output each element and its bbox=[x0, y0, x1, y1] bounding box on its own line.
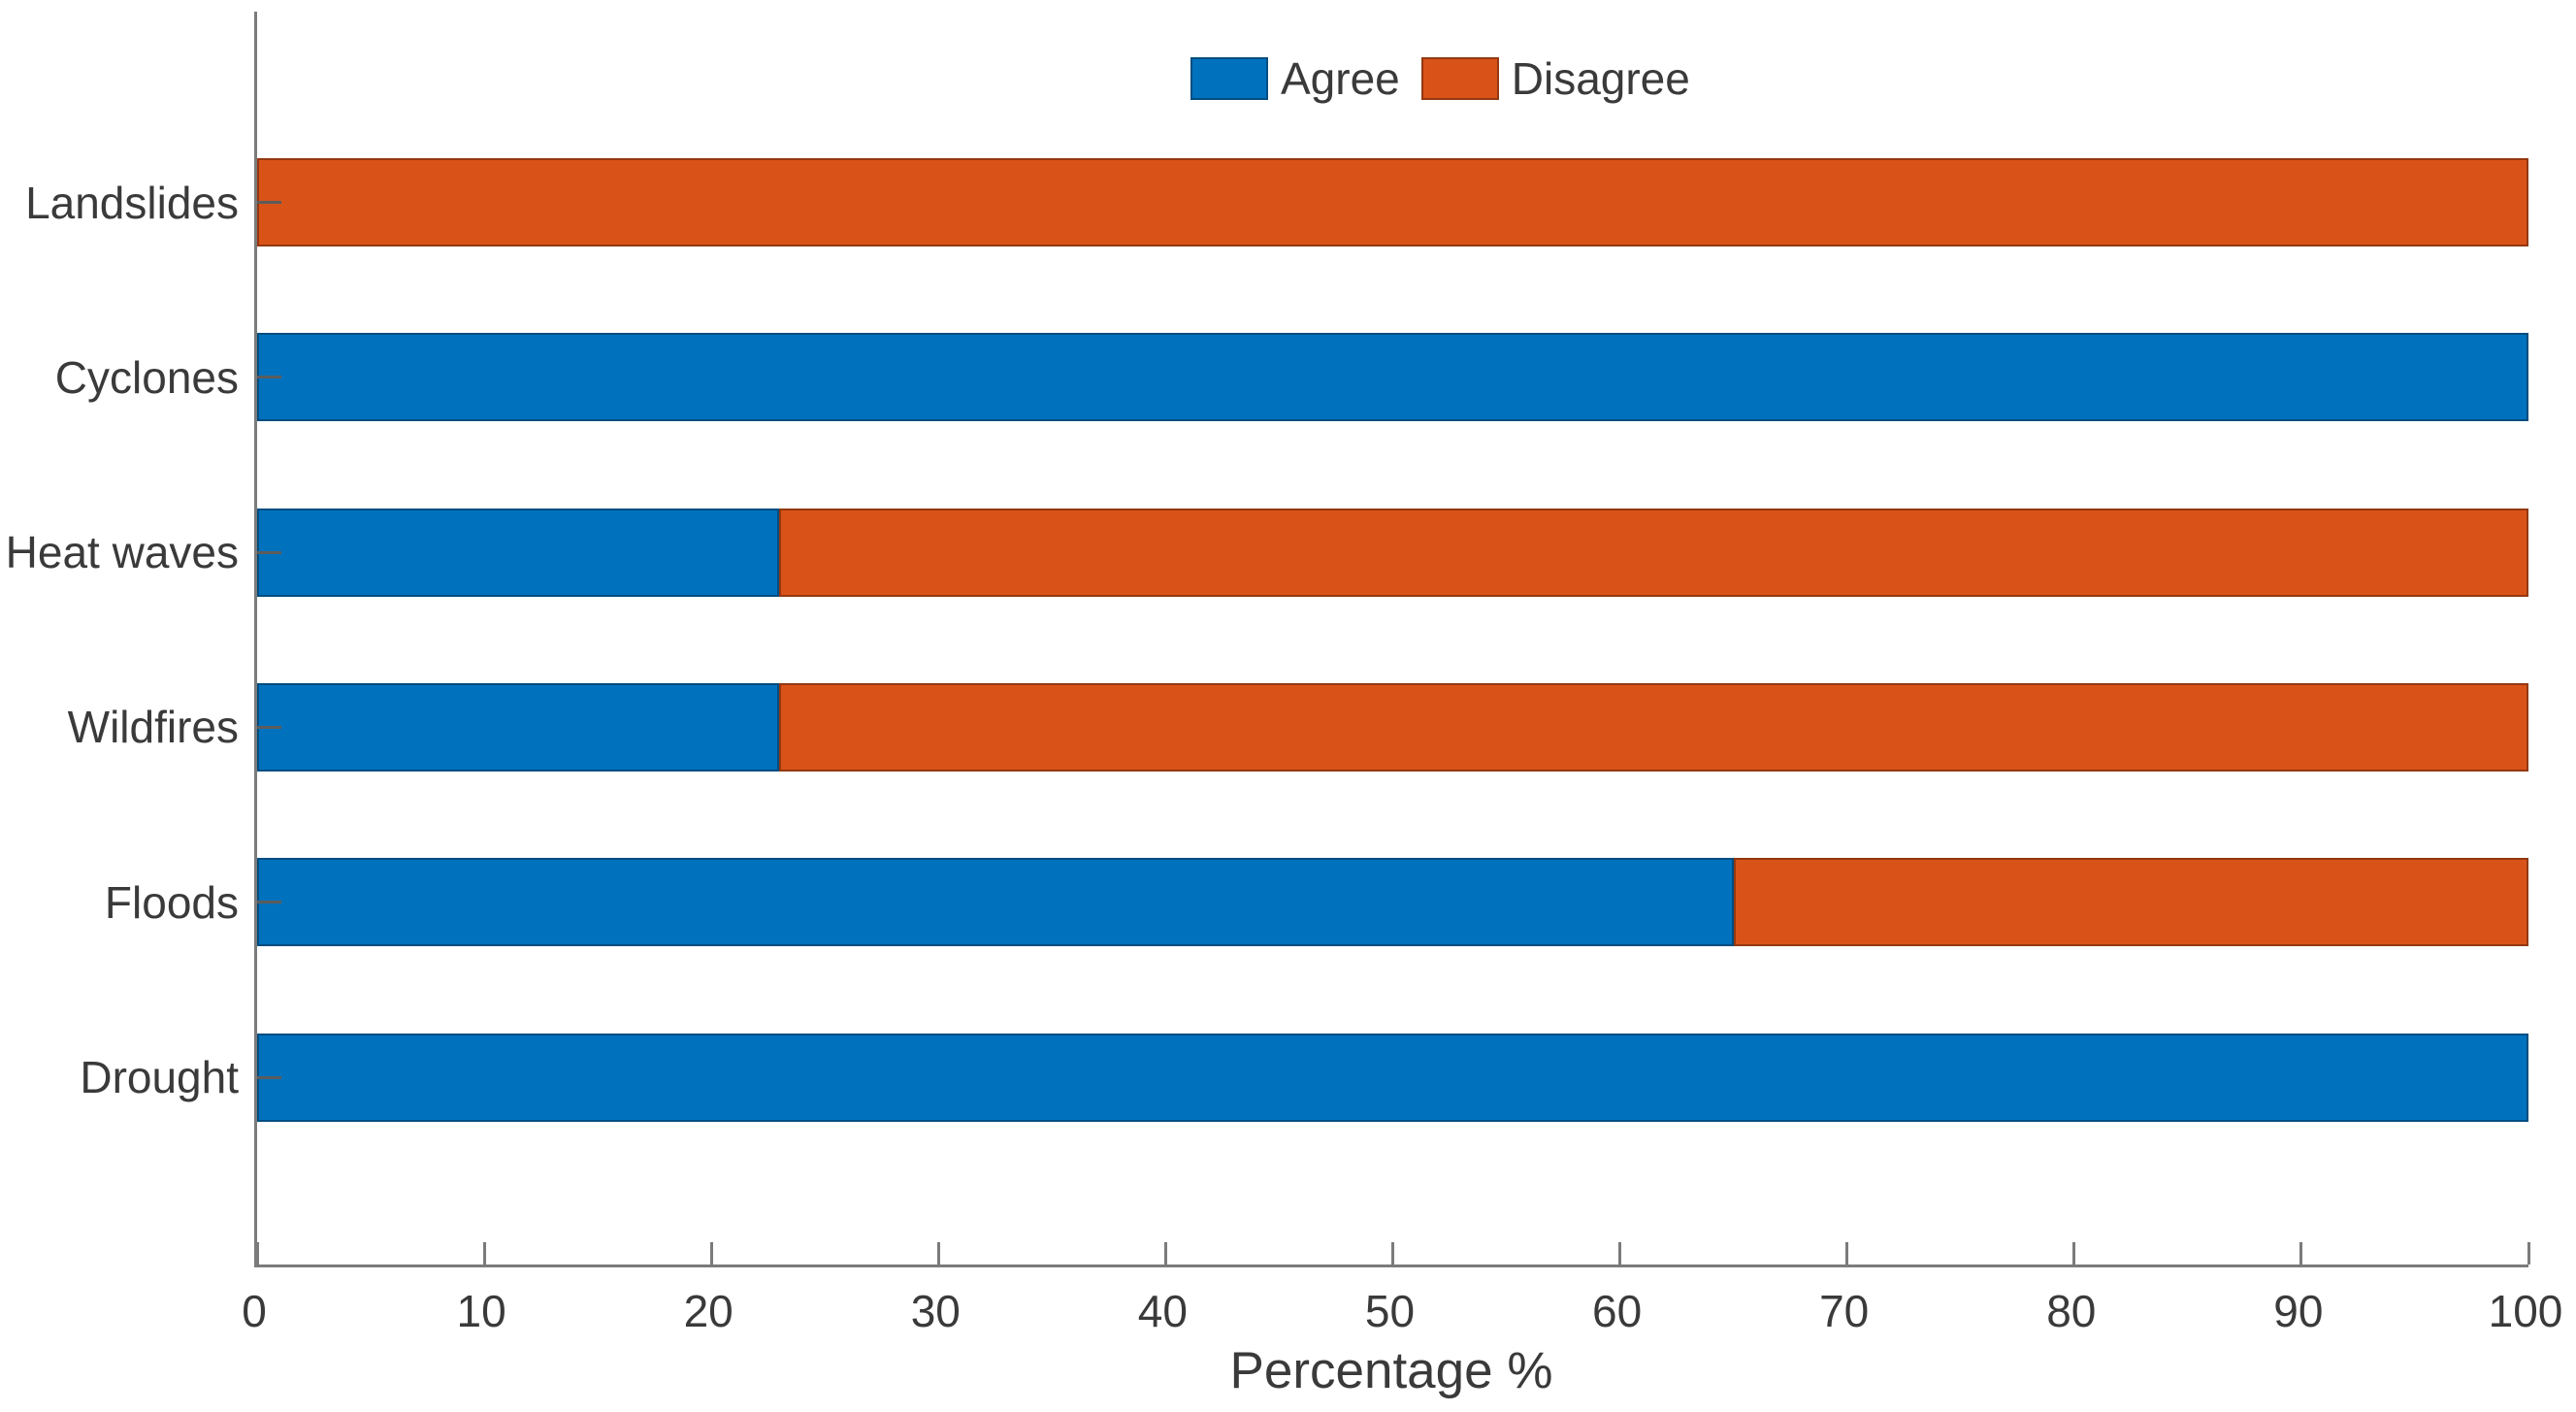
x-tick-label-100: 100 bbox=[2488, 1286, 2563, 1336]
x-tick-label-90: 90 bbox=[2273, 1286, 2324, 1336]
category-label-landslides: Landslides bbox=[25, 177, 239, 228]
category-label-floods: Floods bbox=[104, 876, 239, 928]
bar-segment-agree-cyclones bbox=[257, 333, 2528, 422]
x-tick-mark bbox=[1845, 1242, 1849, 1264]
x-tick-mark bbox=[2527, 1242, 2530, 1264]
bar-row-heat-waves bbox=[257, 508, 2528, 597]
x-tick-mark bbox=[936, 1242, 940, 1264]
x-tick-mark bbox=[1163, 1242, 1167, 1264]
y-tick-mark bbox=[257, 376, 281, 379]
x-tick-label-10: 10 bbox=[456, 1286, 506, 1336]
x-tick-mark bbox=[1618, 1242, 1622, 1264]
x-tick-label-20: 20 bbox=[683, 1286, 734, 1336]
bar-segment-disagree-heat-waves bbox=[779, 508, 2528, 597]
bar-row-drought bbox=[257, 1033, 2528, 1122]
bar-segment-agree-drought bbox=[257, 1033, 2528, 1122]
category-label-heat-waves: Heat waves bbox=[5, 527, 239, 578]
bar-segment-agree-floods bbox=[257, 858, 1734, 947]
x-axis-title: Percentage % bbox=[1229, 1342, 1553, 1399]
x-tick-label-0: 0 bbox=[242, 1286, 267, 1336]
x-tick-mark bbox=[2299, 1242, 2303, 1264]
bar-segment-agree-heat-waves bbox=[257, 508, 780, 597]
x-tick-label-60: 60 bbox=[1592, 1286, 1643, 1336]
bar-row-cyclones bbox=[257, 333, 2528, 422]
category-label-drought: Drought bbox=[80, 1052, 239, 1102]
x-tick-label-80: 80 bbox=[2046, 1286, 2097, 1336]
category-label-wildfires: Wildfires bbox=[67, 702, 239, 753]
x-tick-label-50: 50 bbox=[1364, 1286, 1416, 1336]
x-tick-mark bbox=[709, 1242, 713, 1264]
bar-segment-disagree-wildfires bbox=[779, 682, 2528, 772]
x-tick-mark bbox=[255, 1242, 259, 1264]
bar-segment-disagree-landslides bbox=[257, 158, 2528, 246]
x-tick-mark bbox=[1391, 1242, 1394, 1264]
category-label-cyclones: Cyclones bbox=[54, 351, 239, 403]
x-tick-mark bbox=[2072, 1242, 2076, 1264]
legend: Agree Disagree bbox=[1190, 52, 1712, 105]
y-tick-mark bbox=[257, 901, 281, 904]
legend-swatch-disagree bbox=[1420, 57, 1499, 100]
legend-label-disagree: Disagree bbox=[1511, 53, 1690, 104]
y-tick-mark bbox=[257, 550, 281, 554]
bar-segment-disagree-floods bbox=[1733, 858, 2528, 947]
x-tick-label-30: 30 bbox=[910, 1286, 961, 1336]
y-tick-mark bbox=[257, 725, 281, 729]
y-tick-mark bbox=[257, 1075, 281, 1079]
plot-area bbox=[254, 12, 2530, 1267]
bar-row-wildfires bbox=[257, 682, 2528, 772]
legend-label-agree: Agree bbox=[1281, 53, 1400, 104]
x-tick-label-70: 70 bbox=[1819, 1286, 1870, 1336]
y-tick-mark bbox=[257, 201, 281, 204]
legend-swatch-agree bbox=[1190, 57, 1268, 100]
bar-row-floods bbox=[257, 858, 2528, 947]
x-tick-label-40: 40 bbox=[1137, 1286, 1188, 1336]
bar-segment-agree-wildfires bbox=[257, 682, 780, 772]
bar-row-landslides bbox=[257, 158, 2528, 246]
x-tick-mark bbox=[482, 1242, 486, 1264]
